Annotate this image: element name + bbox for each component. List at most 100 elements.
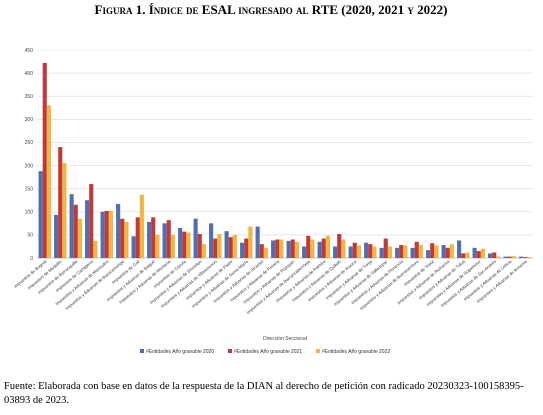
bar (240, 242, 245, 258)
y-tick-label: 50 (27, 233, 33, 239)
bar (182, 231, 187, 258)
bar (457, 240, 462, 258)
bar (93, 240, 98, 258)
bar (379, 247, 384, 258)
bar (73, 204, 78, 258)
legend-swatch (316, 349, 320, 353)
bar (42, 62, 47, 258)
chart-title: Figura 1. Índice de ESAL ingresado al RT… (95, 2, 448, 17)
bar (325, 235, 330, 258)
bar (352, 242, 357, 258)
y-tick-label: 450 (25, 48, 34, 54)
bar (286, 240, 291, 258)
bar (476, 251, 481, 258)
bar (85, 200, 90, 258)
bar (120, 218, 125, 258)
bar (108, 210, 113, 258)
bar (259, 244, 264, 258)
bar (294, 241, 299, 258)
bar (162, 223, 167, 258)
bar (426, 250, 431, 258)
bar (139, 194, 144, 258)
bar (213, 238, 218, 258)
y-tick-label: 400 (25, 71, 34, 77)
bar (372, 246, 377, 258)
bar (135, 217, 140, 258)
bar (445, 247, 450, 258)
bar (496, 256, 501, 258)
bar (507, 256, 512, 258)
bar (414, 241, 419, 258)
x-axis-title: Dirección Seccional (263, 336, 307, 342)
bar (178, 227, 183, 258)
y-tick-label: 100 (25, 210, 34, 216)
bar (46, 105, 51, 258)
bar (58, 147, 63, 258)
bar (279, 239, 284, 258)
bar (116, 203, 121, 258)
bar (492, 252, 497, 258)
legend-swatch (228, 349, 232, 353)
y-tick-label: 0 (30, 256, 33, 262)
bar (193, 218, 198, 258)
bar (399, 245, 404, 258)
bar (387, 246, 392, 258)
bar (465, 252, 470, 258)
legend-swatch (140, 349, 144, 353)
bar (302, 246, 307, 258)
bar (170, 234, 175, 258)
legend-label: #Entidades Año gravable 2020 (146, 349, 214, 355)
bar (368, 244, 373, 258)
bar (224, 231, 229, 258)
bar (383, 238, 388, 258)
bar (155, 234, 160, 258)
bar (523, 257, 528, 258)
bar (395, 247, 400, 258)
y-tick-label: 250 (25, 140, 34, 146)
bar (403, 245, 408, 258)
bar (201, 244, 206, 258)
bar (337, 233, 342, 258)
bar (333, 246, 338, 258)
bar (89, 184, 94, 258)
bar (232, 234, 237, 258)
bar (263, 247, 268, 258)
legend-label: #Entidades Año gravable 2021 (234, 349, 302, 355)
source-note: Fuente: Elaborada con base en datos de l… (4, 381, 524, 406)
bar (228, 237, 233, 258)
bar (54, 215, 59, 258)
bar (519, 256, 524, 258)
bar (151, 217, 156, 258)
bar (356, 245, 361, 258)
bar (306, 235, 311, 258)
bar (69, 194, 74, 258)
bar (255, 226, 260, 258)
bar (430, 243, 435, 258)
bar (290, 239, 295, 258)
bar (147, 221, 152, 258)
bar (248, 226, 253, 258)
bar (461, 253, 466, 258)
bar (348, 246, 353, 258)
bar (310, 239, 315, 258)
chart: Figura 1. Índice de ESAL ingresado al RT… (13, 2, 533, 355)
bar (410, 247, 415, 258)
bar (441, 245, 446, 258)
bar (131, 236, 136, 258)
bar (418, 245, 423, 258)
bar (209, 223, 214, 258)
bar (488, 253, 493, 258)
y-tick-label: 300 (25, 117, 34, 123)
y-tick-label: 200 (25, 163, 34, 169)
bar (527, 257, 532, 258)
bar (503, 256, 508, 258)
bar (100, 211, 105, 258)
bar (449, 244, 454, 258)
y-tick-label: 150 (25, 186, 34, 192)
bar (511, 256, 516, 258)
bar (341, 239, 346, 258)
bar (271, 240, 276, 258)
bar (321, 238, 326, 258)
legend-label: #Entidades Año gravable 2022 (322, 349, 390, 355)
